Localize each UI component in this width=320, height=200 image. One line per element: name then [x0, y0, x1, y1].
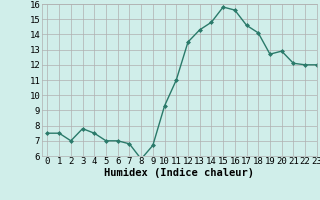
X-axis label: Humidex (Indice chaleur): Humidex (Indice chaleur) — [104, 168, 254, 178]
